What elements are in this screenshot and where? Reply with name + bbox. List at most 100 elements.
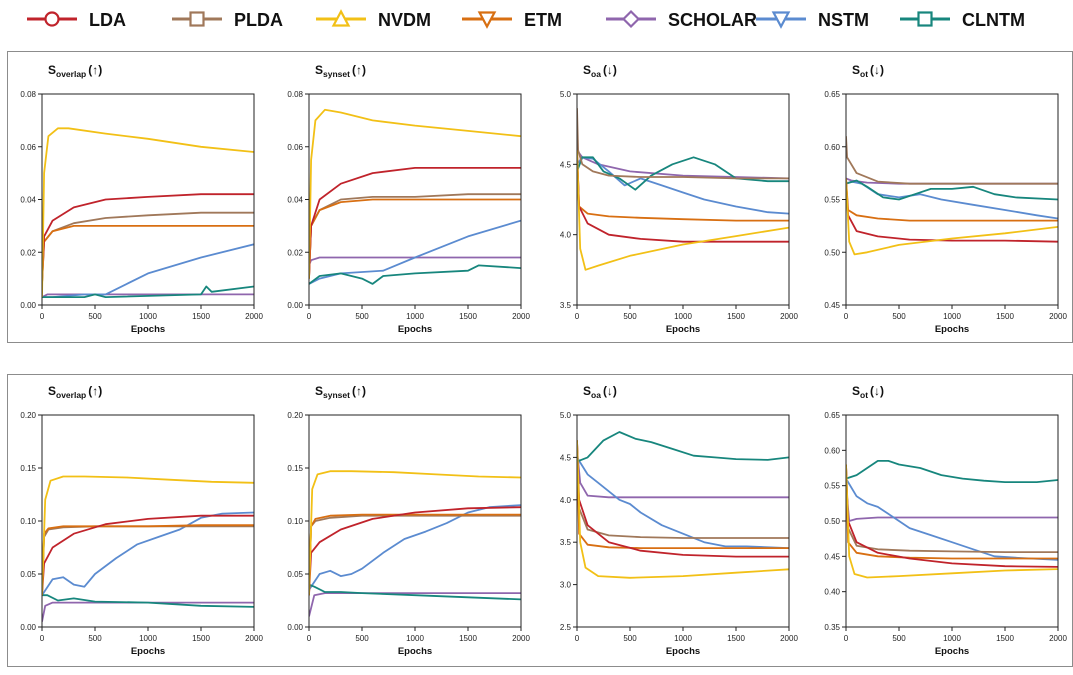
chart-title: Sot (↓) — [852, 384, 884, 400]
x-tick-label: 1000 — [139, 634, 157, 643]
y-tick-label: 0.10 — [287, 517, 303, 526]
y-tick-label: 0.60 — [824, 446, 840, 455]
y-tick-label: 0.45 — [824, 552, 840, 561]
plda-legend-marker — [189, 11, 205, 27]
x-tick-label: 1000 — [139, 312, 157, 321]
x-tick-label: 1500 — [996, 312, 1014, 321]
series-line-plda — [846, 464, 1058, 553]
x-tick-label: 1500 — [727, 634, 745, 643]
x-axis-label: Epochs — [131, 646, 165, 657]
x-tick-label: 2000 — [512, 634, 530, 643]
x-tick-label: 500 — [892, 634, 906, 643]
series-line-plda — [309, 514, 521, 596]
x-axis-label: Epochs — [398, 646, 432, 657]
series-line-nvdm — [42, 127, 254, 298]
y-tick-label: 4.0 — [560, 231, 572, 240]
series-line-clntm — [577, 156, 789, 191]
x-tick-label: 2000 — [1049, 634, 1067, 643]
x-tick-label: 500 — [355, 312, 369, 321]
plot-frame — [41, 414, 255, 628]
series-line-etm — [846, 178, 1058, 222]
legend-label: PLDA — [234, 10, 283, 30]
plot-frame — [308, 93, 522, 306]
series-line-clntm — [846, 179, 1058, 201]
lda-legend-marker — [44, 11, 60, 27]
x-axis-label: Epochs — [935, 324, 969, 335]
series-line-nvdm — [846, 464, 1058, 579]
series-line-scholar — [846, 485, 1058, 522]
chart-panel: Soverlap (↑) 0.00 0.05 0.10 0.15 0.20 0 500 1000 1… — [20, 384, 263, 657]
legend-label: LDA — [89, 10, 126, 30]
x-tick-label: 1000 — [674, 634, 692, 643]
series-line-nvdm — [577, 150, 789, 271]
y-tick-label: 3.5 — [560, 301, 572, 310]
y-tick-label: 3.5 — [560, 538, 572, 547]
x-tick-label: 1500 — [192, 634, 210, 643]
x-axis-label: Epochs — [131, 324, 165, 335]
y-tick-label: 5.0 — [560, 411, 572, 420]
x-tick-label: 2000 — [780, 634, 798, 643]
series-line-lda — [846, 464, 1058, 568]
y-tick-label: 0.45 — [824, 301, 840, 310]
y-tick-label: 0.04 — [287, 196, 303, 205]
x-tick-label: 1500 — [192, 312, 210, 321]
chart-title: Ssynset (↑) — [315, 63, 366, 79]
series-line-clntm — [309, 264, 521, 285]
x-tick-label: 1000 — [406, 634, 424, 643]
x-tick-label: 500 — [623, 634, 637, 643]
x-tick-label: 500 — [88, 634, 102, 643]
nvdm-legend-marker — [331, 9, 351, 27]
legend-item-plda: PLDA — [172, 10, 283, 30]
x-tick-label: 0 — [307, 312, 312, 321]
nstm-legend-marker — [771, 11, 791, 29]
chart-panel: Sot (↓) 0.45 0.50 0.55 0.60 0.65 0 500 1000 1500 20… — [824, 63, 1067, 335]
x-tick-label: 500 — [355, 634, 369, 643]
x-tick-label: 1500 — [459, 312, 477, 321]
chart-title: Soverlap (↑) — [48, 384, 102, 400]
chart-title: Soa (↓) — [583, 384, 617, 400]
chart-panel: Ssynset (↑) 0.00 0.05 0.10 0.15 0.20 0 500 1000 15… — [287, 384, 530, 657]
series-line-etm — [309, 513, 521, 596]
legend-item-nstm: NSTM — [756, 10, 869, 30]
legend-label: CLNTM — [962, 10, 1025, 30]
plot-frame — [41, 93, 255, 306]
series-line-clntm — [42, 594, 254, 608]
series-line-plda — [577, 440, 789, 539]
y-tick-label: 0.00 — [20, 301, 36, 310]
series-line-nstm — [846, 478, 1058, 561]
x-tick-label: 2000 — [780, 312, 798, 321]
legend-label: NSTM — [818, 10, 869, 30]
series-line-scholar — [309, 256, 521, 266]
legend-label: ETM — [524, 10, 562, 30]
y-tick-label: 0.15 — [20, 464, 36, 473]
y-tick-label: 3.0 — [560, 581, 572, 590]
x-axis-label: Epochs — [666, 646, 700, 657]
series-line-nstm — [577, 156, 789, 215]
series-line-clntm — [42, 285, 254, 299]
y-tick-label: 0.35 — [824, 623, 840, 632]
series-line-nvdm — [42, 475, 254, 596]
y-tick-label: 0.50 — [824, 517, 840, 526]
x-tick-label: 1000 — [943, 634, 961, 643]
y-tick-label: 0.00 — [287, 301, 303, 310]
series-line-nstm — [846, 180, 1058, 220]
y-tick-label: 0.55 — [824, 482, 840, 491]
plot-frame — [576, 414, 790, 628]
chart-title: Soa (↓) — [583, 63, 617, 79]
x-tick-label: 0 — [575, 634, 580, 643]
series-line-nvdm — [577, 440, 789, 579]
y-tick-label: 2.5 — [560, 623, 572, 632]
x-axis-label: Epochs — [666, 324, 700, 335]
x-tick-label: 1000 — [406, 312, 424, 321]
series-line-lda — [309, 506, 521, 596]
legend-item-scholar: SCHOLAR — [606, 9, 757, 30]
chart-panel: Soa (↓) 3.5 4.0 4.5 5.0 0 500 1000 1500 2000 Epochs — [560, 63, 799, 335]
series-line-lda — [42, 193, 254, 284]
legend-item-etm: ETM — [462, 10, 562, 30]
y-tick-label: 0.06 — [287, 143, 303, 152]
series-line-nstm — [42, 243, 254, 299]
chart-panel: Soverlap (↑) 0.00 0.02 0.04 0.06 0.08 0 500 1000 1… — [20, 63, 263, 335]
y-tick-label: 0.55 — [824, 196, 840, 205]
y-tick-label: 0.05 — [20, 570, 36, 579]
